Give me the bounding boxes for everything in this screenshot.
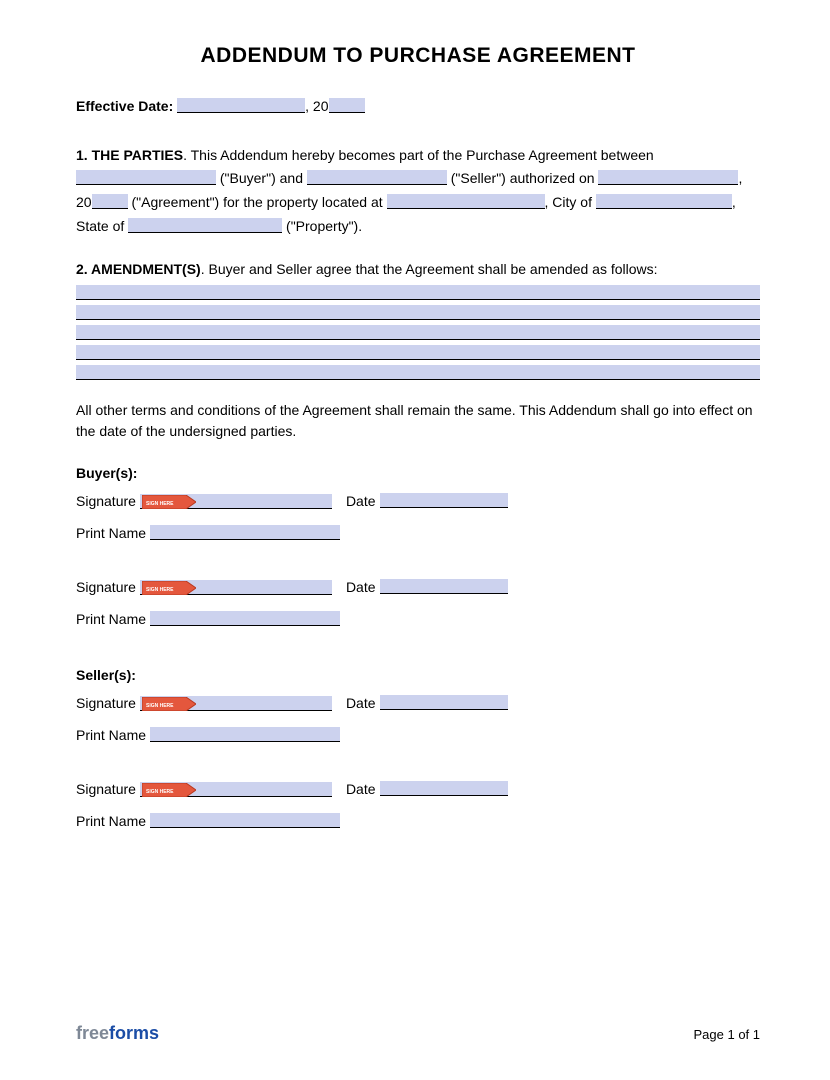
sign-here-icon[interactable]: SIGN HERE <box>142 581 196 598</box>
logo-part-b: forms <box>109 1023 159 1043</box>
date-label: Date <box>332 579 380 595</box>
parties-text-3: ("Seller") authorized on <box>447 170 599 186</box>
parties-text-1: . This Addendum hereby becomes part of t… <box>183 147 654 163</box>
logo: freeforms <box>76 1023 159 1044</box>
parties-section: 1. THE PARTIES. This Addendum hereby bec… <box>76 144 760 239</box>
signature-label: Signature <box>76 493 140 509</box>
svg-text:SIGN HERE: SIGN HERE <box>146 703 174 709</box>
print-name-label: Print Name <box>76 727 150 743</box>
signature-field[interactable]: SIGN HERE <box>140 494 332 509</box>
property-address-field[interactable] <box>387 194 545 209</box>
buyer-sig-2: Signature SIGN HERE Date Print Name <box>76 577 760 627</box>
date-field[interactable] <box>380 579 508 594</box>
seller-sig-2: Signature SIGN HERE Date Print Name <box>76 779 760 829</box>
sign-here-icon[interactable]: SIGN HERE <box>142 697 196 714</box>
signature-field[interactable]: SIGN HERE <box>140 782 332 797</box>
amendment-line[interactable] <box>76 325 760 340</box>
print-name-field[interactable] <box>150 611 340 626</box>
signature-field[interactable]: SIGN HERE <box>140 696 332 711</box>
parties-text-2: ("Buyer") and <box>216 170 307 186</box>
amendment-line[interactable] <box>76 305 760 320</box>
date-label: Date <box>332 695 380 711</box>
agreement-year-field[interactable] <box>92 194 128 209</box>
print-name-field[interactable] <box>150 727 340 742</box>
date-field[interactable] <box>380 781 508 796</box>
parties-text-6: , City of <box>545 194 596 210</box>
amendment-line[interactable] <box>76 365 760 380</box>
svg-text:SIGN HERE: SIGN HERE <box>146 587 174 593</box>
effective-date-field[interactable] <box>177 98 305 113</box>
sellers-heading: Seller(s): <box>76 667 760 683</box>
print-name-label: Print Name <box>76 813 150 829</box>
amendments-text: . Buyer and Seller agree that the Agreem… <box>201 261 658 277</box>
buyers-heading: Buyer(s): <box>76 465 760 481</box>
parties-heading: 1. THE PARTIES <box>76 147 183 163</box>
document-title: ADDENDUM TO PURCHASE AGREEMENT <box>76 44 760 68</box>
svg-text:SIGN HERE: SIGN HERE <box>146 501 174 507</box>
date-field[interactable] <box>380 695 508 710</box>
date-field[interactable] <box>380 493 508 508</box>
amendment-line[interactable] <box>76 285 760 300</box>
effective-date-row: Effective Date: , 20 <box>76 96 760 118</box>
print-name-field[interactable] <box>150 525 340 540</box>
amendment-lines <box>76 285 760 380</box>
amendments-section: 2. AMENDMENT(S). Buyer and Seller agree … <box>76 259 760 380</box>
page-number: Page 1 of 1 <box>694 1027 761 1042</box>
effective-between: , 20 <box>305 98 328 114</box>
parties-text-5: ("Agreement") for the property located a… <box>128 194 387 210</box>
property-state-field[interactable] <box>128 218 282 233</box>
seller-sig-1: Signature SIGN HERE Date Print Name <box>76 693 760 743</box>
print-name-label: Print Name <box>76 525 150 541</box>
buyer-sig-1: Signature SIGN HERE Date Print Name <box>76 491 760 541</box>
amendment-line[interactable] <box>76 345 760 360</box>
amendments-heading: 2. AMENDMENT(S) <box>76 261 201 277</box>
agreement-date-field[interactable] <box>598 170 738 185</box>
sign-here-icon[interactable]: SIGN HERE <box>142 783 196 800</box>
effective-year-field[interactable] <box>329 98 365 113</box>
page-footer: freeforms Page 1 of 1 <box>76 1023 760 1044</box>
property-city-field[interactable] <box>596 194 732 209</box>
print-name-field[interactable] <box>150 813 340 828</box>
signature-label: Signature <box>76 781 140 797</box>
print-name-label: Print Name <box>76 611 150 627</box>
date-label: Date <box>332 493 380 509</box>
signature-label: Signature <box>76 579 140 595</box>
remainder-text: All other terms and conditions of the Ag… <box>76 400 760 443</box>
buyer-name-field[interactable] <box>76 170 216 185</box>
logo-part-a: free <box>76 1023 109 1043</box>
seller-name-field[interactable] <box>307 170 447 185</box>
sign-here-icon[interactable]: SIGN HERE <box>142 495 196 512</box>
parties-text-8: ("Property"). <box>282 218 362 234</box>
signature-field[interactable]: SIGN HERE <box>140 580 332 595</box>
signature-label: Signature <box>76 695 140 711</box>
svg-text:SIGN HERE: SIGN HERE <box>146 789 174 795</box>
effective-date-label: Effective Date: <box>76 98 173 114</box>
date-label: Date <box>332 781 380 797</box>
